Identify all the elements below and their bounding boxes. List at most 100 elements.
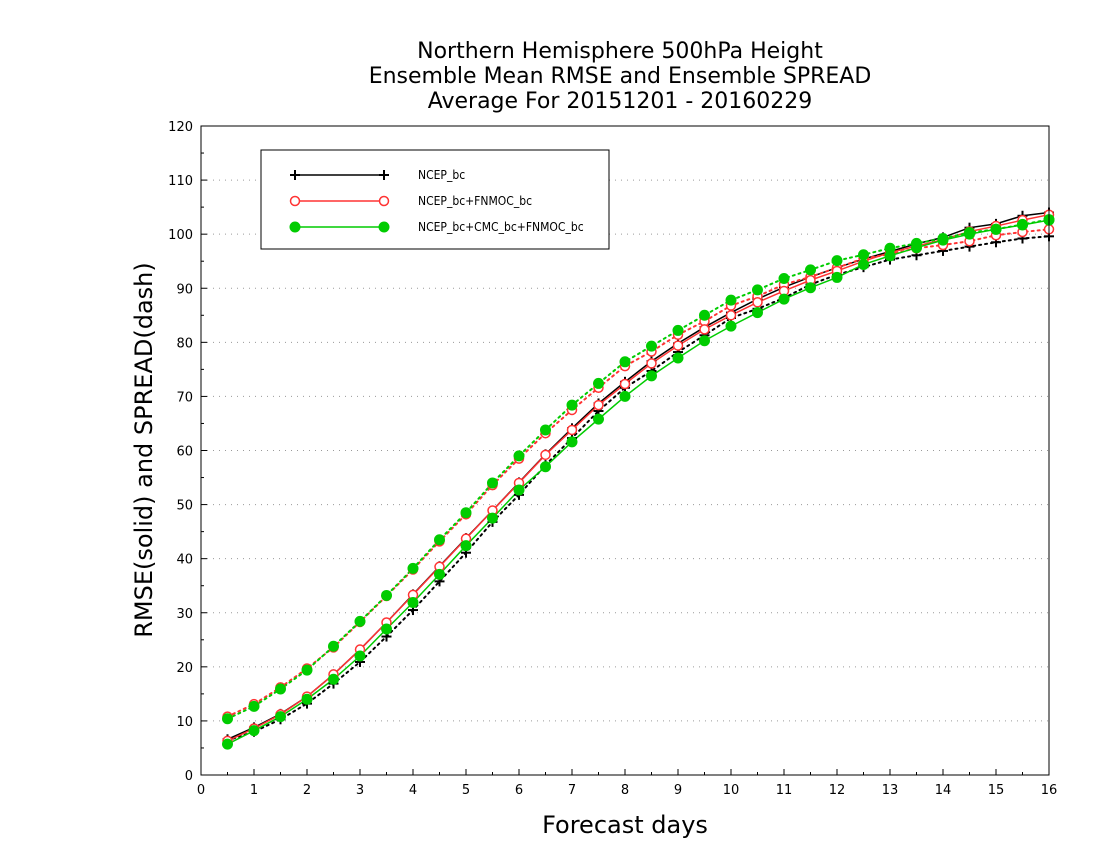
- legend-entry-ncep-bc: NCEP_bc: [290, 168, 465, 182]
- point-ncep-bc-cmc-bc-fnmoc-bc-rmse-28: [964, 228, 975, 240]
- point-ncep-bc-cmc-bc-fnmoc-bc-rmse-14: [593, 413, 604, 425]
- point-ncep-bc-fnmoc-bc-rmse-18: [699, 324, 710, 335]
- point-ncep-bc-cmc-bc-fnmoc-bc-spread-5: [354, 615, 366, 627]
- x-tick-label-15: 15: [988, 783, 1005, 798]
- x-tick-label-0: 0: [197, 783, 205, 798]
- point-ncep-bc-fnmoc-bc-rmse-15: [619, 378, 631, 390]
- y-tick-label-20: 20: [176, 661, 193, 676]
- chart-title: Northern Hemisphere 500hPa Height Ensemb…: [369, 39, 872, 114]
- point-ncep-bc-cmc-bc-fnmoc-bc-rmse-18: [699, 335, 710, 347]
- x-tick-label-8: 8: [621, 783, 629, 798]
- series-ncep-bc-fnmoc-bc-rmse-line: [227, 213, 1050, 742]
- legend-marker-left-ncep-bc-fnmoc-bc: [289, 195, 301, 207]
- x-tick-label-2: 2: [303, 783, 311, 798]
- point-ncep-bc-cmc-bc-fnmoc-bc-rmse-26: [911, 242, 922, 254]
- x-tick-label-7: 7: [568, 783, 576, 798]
- series-ncep-bc-fnmoc-bc-spread-line: [226, 228, 1050, 718]
- y-tick-label-70: 70: [176, 390, 193, 405]
- point-ncep-bc-cmc-bc-fnmoc-bc-rmse-16: [646, 370, 657, 382]
- point-ncep-bc-cmc-bc-fnmoc-bc-spread-8: [434, 534, 445, 546]
- title-line-2: Ensemble Mean RMSE and Ensemble SPREAD: [369, 64, 872, 89]
- legend-label-ncep-bc-fnmoc-bc: NCEP_bc+FNMOC_bc: [418, 194, 532, 208]
- point-ncep-bc-cmc-bc-fnmoc-bc-spread-9: [460, 507, 472, 519]
- point-ncep-bc-fnmoc-bc-rmse-14: [593, 399, 604, 411]
- point-ncep-bc-cmc-bc-fnmoc-bc-spread-3: [301, 664, 313, 676]
- point-ncep-bc-cmc-bc-fnmoc-bc-spread-15: [619, 356, 631, 368]
- legend-label-ncep-bc: NCEP_bc: [418, 168, 465, 182]
- x-tick-label-3: 3: [356, 783, 364, 798]
- y-axis: 0 10 20 30 40 50 60 70 80 90 100 110 120: [168, 120, 207, 784]
- point-ncep-bc-cmc-bc-fnmoc-bc-spread-22: [805, 264, 816, 276]
- y-tick-label-50: 50: [176, 499, 193, 514]
- point-ncep-bc-cmc-bc-fnmoc-bc-spread-2: [275, 683, 286, 695]
- series-layer: [222, 207, 1055, 750]
- point-ncep-bc-cmc-bc-fnmoc-bc-rmse-12: [540, 461, 551, 473]
- series-ncep-bc-cmc-bc-fnmoc-bc-spread-line: [226, 218, 1050, 720]
- point-ncep-bc-cmc-bc-fnmoc-bc-spread-24: [858, 249, 869, 261]
- legend-box: [260, 149, 610, 250]
- point-ncep-bc-cmc-bc-fnmoc-bc-rmse-1: [248, 725, 260, 737]
- point-ncep-bc-cmc-bc-fnmoc-bc-spread-23: [831, 255, 843, 267]
- y-tick-label-80: 80: [176, 336, 193, 351]
- legend-marker-right-ncep-bc-cmc-bc-fnmoc-bc: [378, 221, 390, 233]
- point-ncep-bc-cmc-bc-fnmoc-bc-spread-11: [513, 450, 525, 462]
- x-axis-label: Forecast days: [542, 811, 708, 839]
- point-ncep-bc-cmc-bc-fnmoc-bc-spread-21: [778, 273, 790, 285]
- series-ncep-bc-cmc-bc-fnmoc-bc-rmse-line: [227, 219, 1050, 745]
- point-ncep-bc-cmc-bc-fnmoc-bc-spread-4: [328, 640, 339, 652]
- y-tick-label-30: 30: [176, 607, 193, 622]
- point-ncep-bc-cmc-bc-fnmoc-bc-rmse-17: [672, 352, 684, 364]
- point-ncep-bc-cmc-bc-fnmoc-bc-rmse-9: [460, 540, 472, 552]
- point-ncep-bc-cmc-bc-fnmoc-bc-rmse-0: [222, 738, 233, 750]
- x-tick-label-9: 9: [674, 783, 682, 798]
- point-ncep-bc-cmc-bc-fnmoc-bc-rmse-3: [301, 693, 313, 705]
- point-ncep-bc-fnmoc-bc-rmse-12: [540, 449, 551, 461]
- point-ncep-bc-cmc-bc-fnmoc-bc-spread-12: [540, 424, 551, 436]
- point-ncep-bc-cmc-bc-fnmoc-bc-rmse-23: [831, 271, 843, 283]
- point-ncep-bc-cmc-bc-fnmoc-bc-rmse-4: [328, 673, 339, 685]
- y-tick-label-40: 40: [176, 553, 193, 568]
- y-tick-label-90: 90: [176, 282, 193, 297]
- legend-marker-right-ncep-bc: [379, 170, 389, 180]
- point-ncep-bc-cmc-bc-fnmoc-bc-rmse-21: [778, 293, 790, 305]
- point-ncep-bc-cmc-bc-fnmoc-bc-spread-20: [752, 284, 763, 296]
- x-tick-label-10: 10: [723, 783, 740, 798]
- x-tick-label-14: 14: [935, 783, 952, 798]
- legend-label-ncep-bc-cmc-bc-fnmoc-bc: NCEP_bc+CMC_bc+FNMOC_bc: [418, 220, 584, 234]
- point-ncep-bc-cmc-bc-fnmoc-bc-spread-10: [487, 477, 498, 489]
- point-ncep-bc-cmc-bc-fnmoc-bc-spread-1: [248, 700, 260, 712]
- point-ncep-bc-cmc-bc-fnmoc-bc-rmse-29: [990, 223, 1002, 235]
- point-ncep-bc-cmc-bc-fnmoc-bc-rmse-25: [884, 250, 896, 262]
- x-tick-label-5: 5: [462, 783, 470, 798]
- point-ncep-bc-cmc-bc-fnmoc-bc-spread-18: [699, 309, 710, 321]
- point-ncep-bc-cmc-bc-fnmoc-bc-spread-16: [646, 340, 657, 352]
- legend-marker-right-ncep-bc-fnmoc-bc: [378, 195, 390, 207]
- point-ncep-bc-cmc-bc-fnmoc-bc-rmse-11: [513, 484, 525, 496]
- point-ncep-bc-cmc-bc-fnmoc-bc-rmse-20: [752, 307, 763, 319]
- point-ncep-bc-cmc-bc-fnmoc-bc-rmse-24: [858, 258, 869, 270]
- y-tick-label-10: 10: [176, 715, 193, 730]
- x-axis: 0 1 2 3 4 5 6 7 8 9 10 11 12 13 14 15 16: [197, 769, 1057, 798]
- legend-entry-ncep-bc-fnmoc-bc: NCEP_bc+FNMOC_bc: [289, 194, 532, 208]
- point-ncep-bc-cmc-bc-fnmoc-bc-spread-17: [672, 324, 684, 336]
- y-tick-label-110: 110: [168, 174, 193, 189]
- legend-entry-ncep-bc-cmc-bc-fnmoc-bc: NCEP_bc+CMC_bc+FNMOC_bc: [289, 220, 584, 234]
- point-ncep-bc-cmc-bc-fnmoc-bc-rmse-8: [434, 568, 445, 580]
- point-ncep-bc-fnmoc-bc-rmse-16: [646, 358, 657, 369]
- point-ncep-bc-cmc-bc-fnmoc-bc-spread-7: [407, 562, 419, 574]
- point-ncep-bc-fnmoc-bc-rmse-17: [672, 340, 684, 351]
- point-ncep-bc-cmc-bc-fnmoc-bc-spread-0: [222, 713, 233, 725]
- point-ncep-bc-fnmoc-bc-rmse-19: [725, 310, 737, 321]
- legend: NCEP_bc NCEP_bc+FNMOC_bc NCEP_bc+CMC_bc+FN…: [260, 149, 610, 250]
- point-ncep-bc-cmc-bc-fnmoc-bc-spread-14: [593, 377, 604, 389]
- point-ncep-bc-cmc-bc-fnmoc-bc-rmse-10: [487, 512, 498, 524]
- point-ncep-bc-cmc-bc-fnmoc-bc-spread-13: [566, 399, 578, 411]
- x-tick-label-4: 4: [409, 783, 417, 798]
- series-ncep-bc-rmse-line: [227, 211, 1050, 740]
- point-ncep-bc-cmc-bc-fnmoc-bc-rmse-22: [805, 282, 816, 294]
- point-ncep-bc-cmc-bc-fnmoc-bc-rmse-27: [937, 234, 949, 246]
- point-ncep-bc-cmc-bc-fnmoc-bc-rmse-19: [725, 320, 737, 332]
- x-tick-label-12: 12: [829, 783, 846, 798]
- x-tick-label-11: 11: [776, 783, 793, 798]
